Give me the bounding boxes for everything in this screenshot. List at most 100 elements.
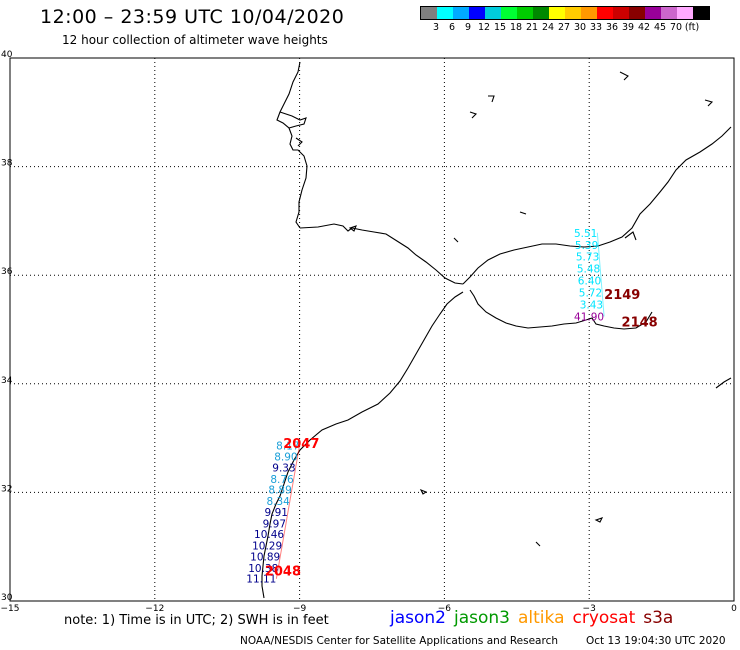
colorbar-swatch xyxy=(645,7,661,19)
coast-algeria xyxy=(715,377,732,389)
colorbar-swatch xyxy=(421,7,437,19)
wave-height-colorbar: 3 6 9 12 15 18 21 24 27 30 33 36 39 42 45 70 (ft) xyxy=(420,6,710,34)
lon-tick-label: −3 xyxy=(583,604,596,614)
island-marks-10 xyxy=(453,237,459,243)
wave-height-value: 9.91 xyxy=(265,507,288,519)
lon-tick-label: −6 xyxy=(438,604,452,614)
track-path xyxy=(275,445,301,579)
colorbar-swatch xyxy=(597,7,613,19)
lon-tick-label: 0 xyxy=(731,604,737,614)
island-marks-1 xyxy=(348,225,357,232)
wave-height-value: 6.40 xyxy=(578,276,601,288)
axis-labels: −15 −12 −9 −6 −3 0 40 38 36 34 32 30 xyxy=(1,50,738,614)
coast-morocco xyxy=(261,291,464,599)
island-marks-8 xyxy=(535,541,541,547)
track-time-label: 2148 xyxy=(622,315,658,330)
colorbar-swatch xyxy=(661,7,677,19)
track-time-label: 2149 xyxy=(604,288,640,303)
wave-height-value: 3.43 xyxy=(580,300,603,312)
colorbar-label: 36 xyxy=(605,22,619,33)
wave-height-value: 5.72 xyxy=(579,288,602,300)
island-marks-4 xyxy=(619,71,629,81)
lon-tick-label: −15 xyxy=(1,604,20,614)
wave-height-value: 9.33 xyxy=(272,462,295,474)
colorbar-swatch xyxy=(677,7,693,19)
map-frame xyxy=(9,57,735,602)
wave-height-value: 8.34 xyxy=(266,496,290,508)
colorbar-swatch xyxy=(693,7,709,19)
colorbar-label: 45 xyxy=(653,22,667,33)
wave-height-value: 5.39 xyxy=(575,240,598,252)
wave-height-value: 8.76 xyxy=(270,474,294,486)
track-path xyxy=(596,232,605,317)
colorbar-label: 6 xyxy=(448,22,456,33)
colorbar-swatch xyxy=(469,7,485,19)
colorbar-swatch xyxy=(453,7,469,19)
colorbar-label: 21 xyxy=(525,22,539,33)
map-subtitle: 12 hour collection of altimeter wave hei… xyxy=(62,33,328,47)
colorbar-labels: 3 6 9 12 15 18 21 24 27 30 33 36 39 42 45 70 (ft) xyxy=(420,20,710,34)
credit-line: NOAA/NESDIS Center for Satellite Applica… xyxy=(240,635,726,647)
colorbar-swatch xyxy=(581,7,597,19)
satellite-legend: jason2 jason3 altika cryosat s3a xyxy=(390,608,681,628)
coast-cabo-de-gata xyxy=(624,231,637,241)
colorbar-label: 9 xyxy=(464,22,472,33)
island-marks-6 xyxy=(419,488,428,495)
island-marks-2 xyxy=(469,111,478,119)
track-time-label: 2047 xyxy=(283,437,319,452)
wave-height-value: 10.46 xyxy=(254,529,284,541)
legend-s3a: s3a xyxy=(643,608,674,628)
wave-height-value: 10.38 xyxy=(248,563,278,575)
legend-altika: altika xyxy=(518,608,565,628)
colorbar-swatch xyxy=(501,7,517,19)
island-marks-5 xyxy=(704,99,714,107)
coast-iberia-atlantic xyxy=(276,61,308,229)
wave-height-value: 5.73 xyxy=(576,252,599,264)
lon-tick-label: −12 xyxy=(145,604,164,614)
wave-height-value: 11.11 xyxy=(246,574,276,586)
coastlines xyxy=(261,61,732,599)
colorbar-label: 70 xyxy=(669,22,683,33)
generation-timestamp: Oct 13 19:04:30 UTC 2020 xyxy=(586,635,726,647)
lat-tick-label: 40 xyxy=(1,50,13,60)
wave-height-value: 5.48 xyxy=(577,264,600,276)
legend-cryosat: cryosat xyxy=(572,608,636,628)
wave-height-value: 9.97 xyxy=(263,518,286,530)
colorbar-swatch xyxy=(549,7,565,19)
altimeter-tracks: 8.178.909.338.768.898.349.919.9710.4610.… xyxy=(246,228,657,586)
island-marks-9 xyxy=(519,211,527,215)
lat-tick-label: 34 xyxy=(1,376,13,386)
colorbar-swatch xyxy=(437,7,453,19)
wave-height-value: 8.17 xyxy=(276,441,299,453)
colorbar-swatch xyxy=(629,7,645,19)
colorbar-swatch xyxy=(533,7,549,19)
lat-tick-label: 38 xyxy=(1,159,13,169)
map-title: 12:00 – 23:59 UTC 10/04/2020 xyxy=(40,6,345,28)
island-marks-3 xyxy=(488,95,495,103)
colorbar-label: (ft) xyxy=(684,22,700,33)
wave-height-value: 8.90 xyxy=(274,452,297,464)
wave-height-value: 5.51 xyxy=(574,228,597,240)
colorbar-label: 30 xyxy=(573,22,587,33)
lon-tick-label: −9 xyxy=(293,604,307,614)
legend-jason3: jason3 xyxy=(454,608,510,628)
coast-sado xyxy=(295,137,303,147)
lat-tick-label: 32 xyxy=(1,484,12,494)
colorbar-swatch xyxy=(565,7,581,19)
track-time-label: 2048 xyxy=(265,565,301,580)
credit-text: NOAA/NESDIS Center for Satellite Applica… xyxy=(240,635,558,647)
colorbar-label: 3 xyxy=(432,22,440,33)
colorbar-label: 18 xyxy=(509,22,523,33)
colorbar-swatches xyxy=(420,6,710,20)
colorbar-label: 39 xyxy=(621,22,635,33)
wave-height-value: 41.90 xyxy=(574,311,604,323)
coast-tagus xyxy=(279,111,307,129)
colorbar-label: 42 xyxy=(637,22,651,33)
wave-height-value: 10.29 xyxy=(252,541,282,553)
units-note: note: 1) Time is in UTC; 2) SWH is in fe… xyxy=(64,613,329,628)
colorbar-label: 24 xyxy=(541,22,555,33)
colorbar-swatch xyxy=(485,7,501,19)
colorbar-swatch xyxy=(613,7,629,19)
island-marks-7 xyxy=(594,517,604,523)
